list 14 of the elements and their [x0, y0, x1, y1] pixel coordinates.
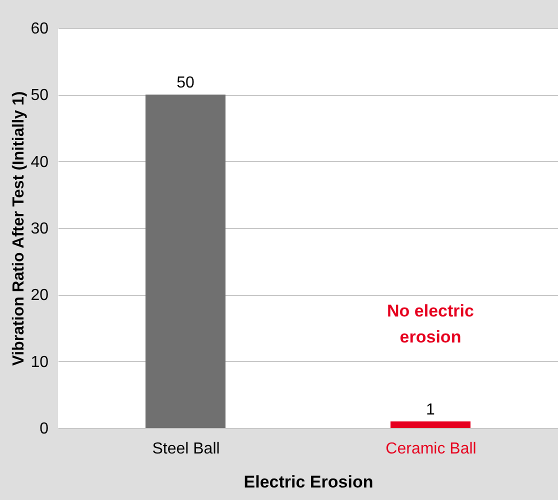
annotation: No electric erosion — [387, 301, 474, 346]
y-tick-label: 50 — [30, 87, 49, 104]
y-tick-label: 60 — [30, 20, 49, 38]
x-axis-title: Electric Erosion — [244, 472, 374, 492]
data-label: 50 — [176, 74, 194, 92]
y-tick-label: 0 — [40, 420, 49, 438]
y-tick-label: 20 — [30, 287, 49, 304]
x-tick-label: Steel Ball — [152, 440, 220, 458]
data-label: 1 — [426, 401, 436, 418]
y-tick-label: 40 — [30, 154, 49, 171]
y-axis-title: Vibration Ratio After Test (Initially 1) — [10, 91, 28, 366]
x-tick-label: Ceramic Ball — [386, 440, 476, 458]
y-tick-label: 10 — [30, 354, 49, 371]
y-tick-label: 30 — [30, 220, 49, 238]
